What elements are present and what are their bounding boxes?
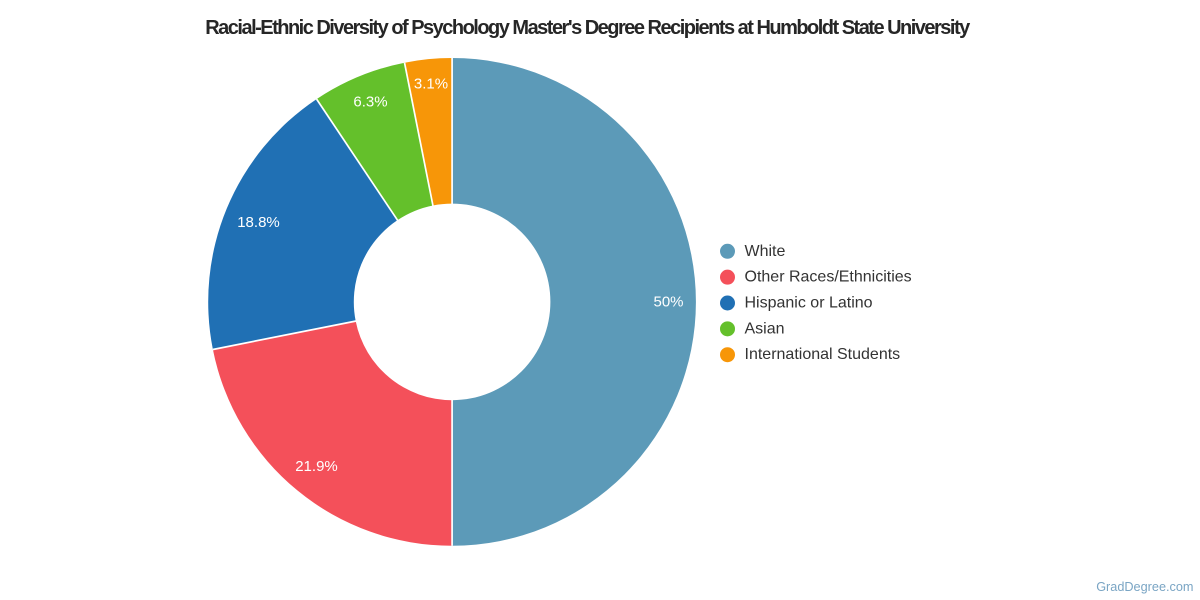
svg-text:International Students: International Students xyxy=(745,346,901,363)
svg-text:18.8%: 18.8% xyxy=(237,214,280,231)
svg-text:Asian: Asian xyxy=(745,320,785,337)
svg-text:Other Races/Ethnicities: Other Races/Ethnicities xyxy=(745,269,912,286)
svg-text:Racial-Ethnic Diversity of Psy: Racial-Ethnic Diversity of Psychology Ma… xyxy=(205,17,971,39)
svg-text:21.9%: 21.9% xyxy=(295,458,338,475)
svg-text:White: White xyxy=(745,243,786,260)
svg-text:GradDegree.com: GradDegree.com xyxy=(1096,580,1193,594)
svg-text:3.1%: 3.1% xyxy=(414,76,448,93)
svg-text:50%: 50% xyxy=(653,294,683,311)
svg-text:6.3%: 6.3% xyxy=(353,94,387,111)
svg-text:Hispanic or Latino: Hispanic or Latino xyxy=(745,295,873,312)
